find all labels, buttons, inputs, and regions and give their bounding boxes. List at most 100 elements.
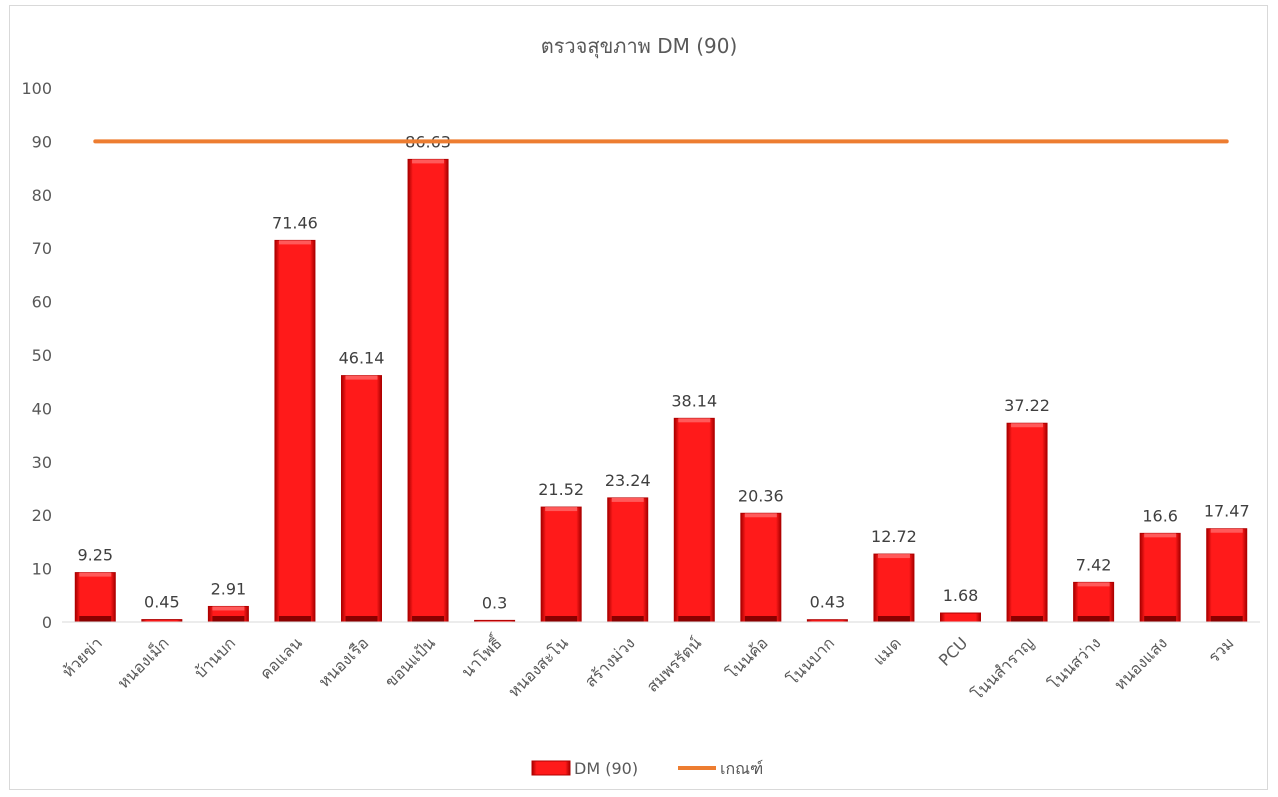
- bar-bevel-top: [1011, 423, 1044, 428]
- x-tick-label: ขอนแป้น: [381, 633, 439, 691]
- bar: [1073, 581, 1115, 623]
- bar: [274, 239, 316, 623]
- bar-bevel-bottom: [1144, 616, 1177, 622]
- legend: DM (90) เกณฑ์: [531, 759, 763, 778]
- bar: [740, 512, 782, 623]
- y-tick-label: 40: [32, 399, 52, 418]
- bar-bevel-bottom: [1210, 616, 1243, 622]
- bar: [873, 553, 915, 623]
- x-tick-label: หนองเรือ: [315, 633, 373, 691]
- x-tick-label: สร้างม่วง: [581, 633, 639, 691]
- data-label: 71.46: [272, 213, 318, 232]
- bar-bevel-top: [1210, 528, 1243, 533]
- data-label: 21.52: [538, 480, 584, 499]
- y-tick-label: 0: [42, 613, 52, 632]
- data-label: 20.36: [738, 486, 784, 505]
- x-tick-label: โนนค้อ: [722, 633, 771, 682]
- x-tick-label: โนนสำราญ: [968, 633, 1038, 703]
- bar-body: [407, 158, 449, 623]
- y-tick-label: 60: [32, 293, 52, 312]
- data-label: 12.72: [871, 527, 917, 546]
- x-tick-label: หนองเม็ก: [113, 633, 173, 693]
- x-tick-label: แมด: [869, 633, 905, 669]
- bar-bevel-top: [1144, 533, 1177, 538]
- bar: [940, 612, 981, 623]
- y-tick-label: 100: [21, 79, 52, 98]
- bar-bevel-top: [678, 418, 711, 423]
- bar-body: [740, 512, 782, 623]
- bar-bevel-bottom: [1011, 616, 1044, 622]
- x-axis: ห้วยข่า หนองเม็ก บ้านบก คอแลน หนองเรือ ขอนแป้…: [58, 621, 1260, 704]
- bar-bevel-top: [545, 507, 578, 512]
- bar-body: [341, 375, 382, 623]
- data-label: 38.14: [671, 391, 717, 410]
- bar-bevel-bottom: [278, 616, 311, 622]
- bar-bevel-top: [79, 572, 112, 577]
- y-tick-label: 30: [32, 453, 52, 472]
- data-label: 0.45: [144, 593, 180, 612]
- bar-bevel-bottom: [1077, 616, 1110, 622]
- x-tick-label: โนนสว่าง: [1044, 633, 1104, 693]
- y-tick-label: 10: [32, 560, 52, 579]
- y-tick-label: 80: [32, 186, 52, 205]
- bar: [1006, 422, 1048, 623]
- chart-frame: ตรวจสุขภาพ DM (90) 0 10 20 30 40 50 60 70 80 90 10…: [9, 5, 1268, 790]
- bar-body: [940, 612, 981, 623]
- bar-bevel-bottom: [345, 616, 378, 622]
- y-tick-label: 20: [32, 506, 52, 525]
- x-tick-label: คอแลน: [256, 633, 306, 683]
- x-tick-label: นาโพธิ์: [456, 631, 507, 682]
- bar: [540, 506, 582, 623]
- bar-body: [540, 506, 582, 623]
- bar-body: [1073, 581, 1115, 623]
- bar-body: [607, 497, 649, 623]
- y-tick-label: 50: [32, 346, 52, 365]
- bar: [1139, 532, 1181, 623]
- chart: ตรวจสุขภาพ DM (90) 0 10 20 30 40 50 60 70 80 90 10…: [21, 34, 1260, 778]
- bar-body: [274, 239, 316, 623]
- data-label: 46.14: [339, 349, 385, 368]
- bar-bevel-bottom: [545, 616, 578, 622]
- bar-bevel-bottom: [678, 616, 711, 622]
- y-axis: 0 10 20 30 40 50 60 70 80 90 100: [21, 79, 52, 632]
- bar-bevel-bottom: [877, 616, 910, 622]
- data-label: 9.25: [77, 546, 113, 565]
- bar-body: [74, 572, 116, 623]
- bar-bevel-top: [278, 240, 311, 245]
- bar-body: [873, 553, 915, 623]
- bar-bevel-top: [1077, 582, 1110, 587]
- bar-bevel-top: [412, 159, 445, 164]
- legend-item-bar: DM (90): [531, 759, 638, 778]
- bar-bevel-bottom: [79, 616, 112, 622]
- legend-label-bar: DM (90): [574, 759, 638, 778]
- data-label: 0.3: [482, 593, 507, 612]
- chart-title: ตรวจสุขภาพ DM (90): [541, 34, 738, 59]
- data-label: 37.22: [1004, 396, 1050, 415]
- data-label: 7.42: [1076, 555, 1112, 574]
- bar-bevel-top: [744, 513, 777, 518]
- x-tick-label: สมพรรัตน์: [643, 633, 706, 696]
- x-tick-label: PCU: [935, 633, 971, 669]
- data-label: 1.68: [943, 586, 979, 605]
- bar-bevel-bottom: [212, 616, 245, 622]
- bar-bevel-bottom: [412, 616, 445, 622]
- x-tick-label: โนนบาก: [783, 633, 838, 688]
- bar-body: [1139, 532, 1181, 623]
- legend-label-line: เกณฑ์: [720, 759, 763, 778]
- y-tick-label: 90: [32, 132, 52, 151]
- bar-body: [673, 417, 715, 623]
- bar-bevel-bottom: [611, 616, 644, 622]
- legend-swatch-bar: [531, 760, 571, 776]
- bar: [207, 605, 249, 623]
- bar: [1206, 528, 1248, 623]
- bar: [74, 572, 116, 623]
- data-label: 16.6: [1142, 506, 1178, 525]
- bar-bevel-top: [345, 375, 378, 380]
- y-tick-label: 70: [32, 239, 52, 258]
- bar: [341, 375, 382, 623]
- bar: [407, 158, 449, 623]
- data-label: 2.91: [211, 579, 247, 598]
- bar-body: [1206, 528, 1248, 623]
- x-tick-label: รวม: [1204, 633, 1237, 666]
